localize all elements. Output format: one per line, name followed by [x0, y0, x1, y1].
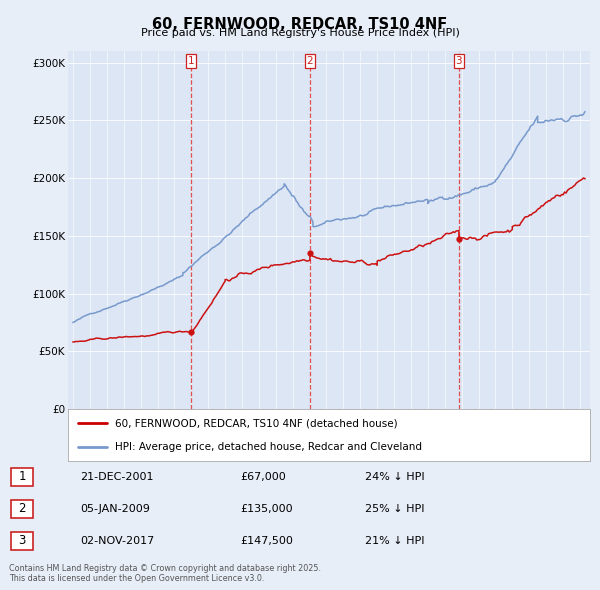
Text: 60, FERNWOOD, REDCAR, TS10 4NF: 60, FERNWOOD, REDCAR, TS10 4NF	[152, 17, 448, 31]
Text: 2: 2	[307, 57, 313, 66]
Text: 24% ↓ HPI: 24% ↓ HPI	[365, 472, 425, 482]
Text: 05-JAN-2009: 05-JAN-2009	[80, 504, 150, 514]
Text: Contains HM Land Registry data © Crown copyright and database right 2025.
This d: Contains HM Land Registry data © Crown c…	[9, 563, 321, 583]
Text: 21% ↓ HPI: 21% ↓ HPI	[365, 536, 425, 546]
Bar	[11, 532, 33, 550]
Text: 02-NOV-2017: 02-NOV-2017	[80, 536, 154, 546]
Text: 60, FERNWOOD, REDCAR, TS10 4NF (detached house): 60, FERNWOOD, REDCAR, TS10 4NF (detached…	[115, 418, 398, 428]
Text: 21-DEC-2001: 21-DEC-2001	[80, 472, 154, 482]
Text: HPI: Average price, detached house, Redcar and Cleveland: HPI: Average price, detached house, Redc…	[115, 442, 422, 452]
Text: 3: 3	[19, 535, 26, 548]
Text: 1: 1	[18, 470, 26, 483]
Text: 25% ↓ HPI: 25% ↓ HPI	[365, 504, 425, 514]
Text: £67,000: £67,000	[240, 472, 286, 482]
Bar	[11, 500, 33, 518]
Bar	[11, 468, 33, 486]
Text: 1: 1	[188, 57, 194, 66]
Text: 3: 3	[455, 57, 462, 66]
Text: £135,000: £135,000	[240, 504, 293, 514]
Text: Price paid vs. HM Land Registry's House Price Index (HPI): Price paid vs. HM Land Registry's House …	[140, 28, 460, 38]
Text: 2: 2	[18, 503, 26, 516]
Text: £147,500: £147,500	[240, 536, 293, 546]
